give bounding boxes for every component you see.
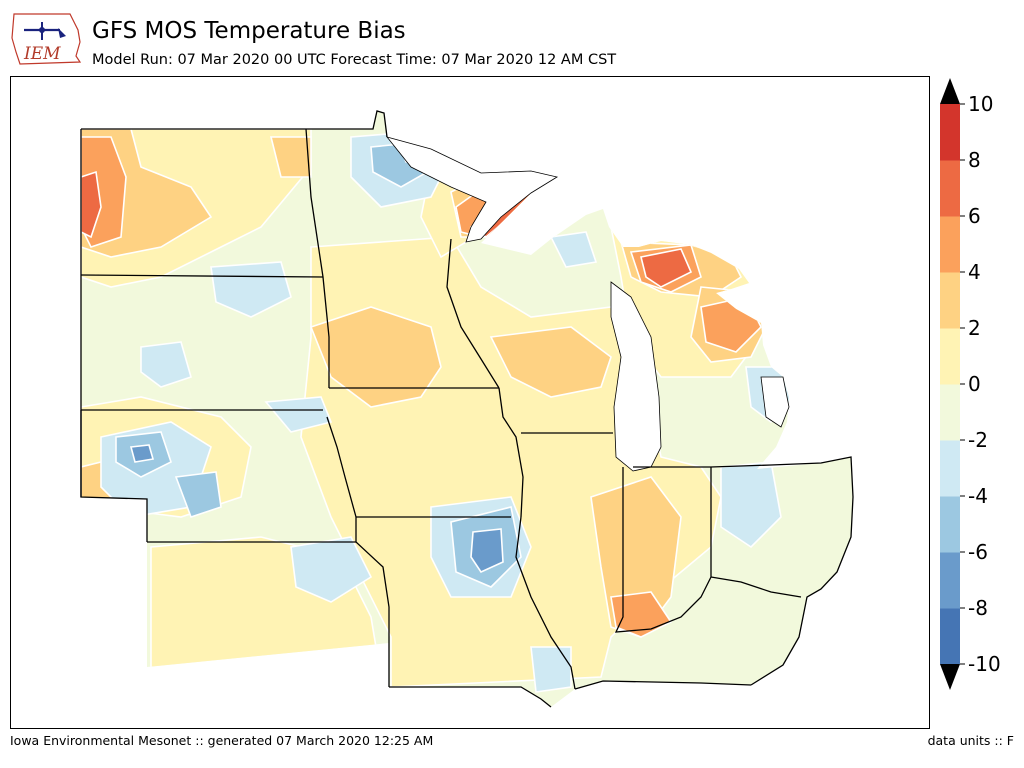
colorbar-tick-label: 4 <box>968 260 981 284</box>
colorbar-tick-label: -10 <box>968 652 1001 676</box>
colorbar-tick-label: 0 <box>968 372 981 396</box>
colorbar-segment <box>940 216 960 273</box>
colorbar-segment <box>940 440 960 497</box>
colorbar-ticks: -10 -8 -6 -4 -2 0 2 4 6 8 10 <box>960 92 1001 676</box>
colorbar-tick-label: 2 <box>968 316 981 340</box>
footer-credit: Iowa Environmental Mesonet :: generated … <box>10 733 434 748</box>
page-subtitle: Model Run: 07 Mar 2020 00 UTC Forecast T… <box>92 52 617 68</box>
colorbar-max-arrow <box>940 78 960 104</box>
map-frame <box>10 76 930 729</box>
colorbar-tick-label: -8 <box>968 596 988 620</box>
colorbar: -10 -8 -6 -4 -2 0 2 4 6 8 10 <box>940 78 1001 690</box>
colorbar-segment <box>940 496 960 553</box>
colorbar-segment <box>940 160 960 217</box>
colorbar-tick-label: -6 <box>968 540 988 564</box>
colorbar-segments <box>940 104 960 665</box>
colorbar-segment <box>940 552 960 609</box>
iem-logo: IEM <box>11 13 82 65</box>
colorbar-segment <box>940 328 960 385</box>
state-borders <box>80 110 854 708</box>
colorbar-tick-label: 10 <box>968 92 993 116</box>
colorbar-tick-label: -2 <box>968 428 988 452</box>
colorbar-tick-label: 8 <box>968 148 981 172</box>
colorbar-segment <box>940 608 960 665</box>
lake-huron <box>760 376 790 428</box>
lake-superior <box>385 136 559 243</box>
colorbar-segment <box>940 272 960 329</box>
colorbar-tick-label: -4 <box>968 484 988 508</box>
colorbar-segment <box>940 104 960 161</box>
colorbar-min-arrow <box>940 664 960 690</box>
bias-map <box>80 110 854 708</box>
lake-michigan <box>610 281 662 472</box>
colorbar-tick-label: 6 <box>968 204 981 228</box>
footer-units: data units :: F <box>927 733 1014 748</box>
page-title: GFS MOS Temperature Bias <box>92 18 406 44</box>
colorbar-segment <box>940 384 960 441</box>
logo-text: IEM <box>23 44 61 64</box>
